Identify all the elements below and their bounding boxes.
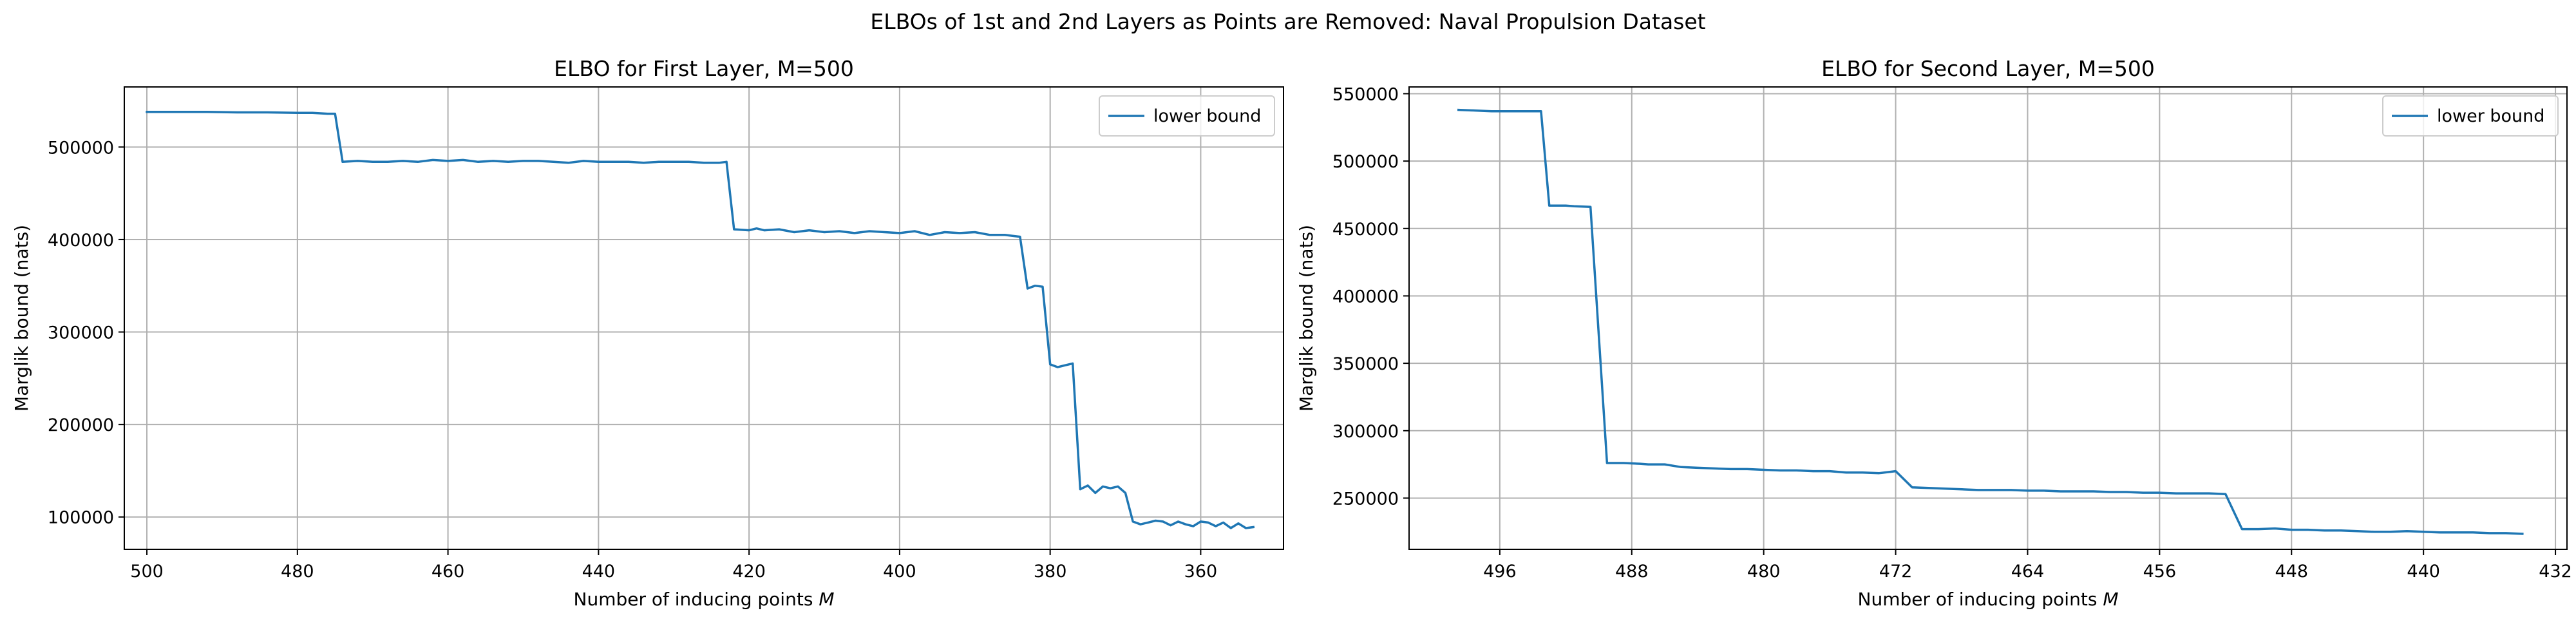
legend: lower bound bbox=[1099, 95, 1275, 137]
y-tick-label: 400000 bbox=[1332, 287, 1399, 307]
figure-suptitle: ELBOs of 1st and 2nd Layers as Points ar… bbox=[870, 9, 1705, 34]
x-tick-label: 448 bbox=[2275, 562, 2308, 582]
chart-title: ELBO for First Layer, M=500 bbox=[554, 56, 854, 81]
chart-second-layer: 496 488 480 472 464 456 448 440 432 250000 300000 3… bbox=[1296, 56, 2572, 610]
x-tick-label: 440 bbox=[2407, 562, 2440, 582]
y-tick-label: 300000 bbox=[48, 323, 114, 343]
y-tick-label: 550000 bbox=[1332, 84, 1399, 104]
y-tick-label: 350000 bbox=[1332, 354, 1399, 374]
x-axis-label: Number of inducing points M bbox=[1858, 589, 2119, 610]
x-tick-label: 472 bbox=[1879, 562, 1913, 582]
x-tick-label: 456 bbox=[2143, 562, 2177, 582]
x-tick-label: 488 bbox=[1615, 562, 1649, 582]
grid bbox=[124, 87, 1283, 549]
x-tick-label: 480 bbox=[1747, 562, 1781, 582]
axes-frame bbox=[1408, 86, 2568, 550]
grid bbox=[1409, 87, 2567, 549]
y-tick-label: 300000 bbox=[1332, 422, 1399, 442]
x-tick-label: 360 bbox=[1184, 562, 1218, 582]
legend-label: lower bound bbox=[1153, 106, 1261, 126]
chart-first-layer: 500 480 460 440 420 400 380 360 100000 200000 3000… bbox=[11, 56, 1284, 610]
x-tick-label: 420 bbox=[732, 562, 766, 582]
y-tick-label: 400000 bbox=[48, 231, 114, 251]
axes-frame bbox=[124, 86, 1284, 550]
x-tick-label: 380 bbox=[1034, 562, 1067, 582]
series-line-lower-bound bbox=[146, 111, 1255, 529]
chart-title: ELBO for Second Layer, M=500 bbox=[1821, 56, 2155, 81]
x-tick-label: 500 bbox=[130, 562, 164, 582]
x-tick-label: 432 bbox=[2539, 562, 2572, 582]
x-axis-label: Number of inducing points M bbox=[574, 589, 835, 610]
legend-box bbox=[2382, 95, 2559, 137]
x-tick-label: 496 bbox=[1483, 562, 1517, 582]
legend-box bbox=[1099, 95, 1275, 137]
y-tick-label: 500000 bbox=[1332, 152, 1399, 172]
legend: lower bound bbox=[2382, 95, 2559, 137]
x-tick-label: 400 bbox=[883, 562, 916, 582]
y-tick-label: 450000 bbox=[1332, 220, 1399, 240]
x-tick-label: 464 bbox=[2011, 562, 2045, 582]
y-axis-label: Marglik bound (nats) bbox=[1296, 225, 1317, 412]
y-tick-label: 200000 bbox=[48, 415, 114, 435]
y-tick-label: 500000 bbox=[48, 138, 114, 158]
x-tick-label: 440 bbox=[582, 562, 616, 582]
x-tick-label: 460 bbox=[431, 562, 465, 582]
x-tick-label: 480 bbox=[281, 562, 314, 582]
legend-label: lower bound bbox=[2437, 106, 2544, 126]
series-line-lower-bound bbox=[1457, 108, 2524, 535]
y-tick-label: 100000 bbox=[48, 508, 114, 528]
y-axis-label: Marglik bound (nats) bbox=[11, 225, 32, 412]
y-tick-label: 250000 bbox=[1332, 489, 1399, 509]
